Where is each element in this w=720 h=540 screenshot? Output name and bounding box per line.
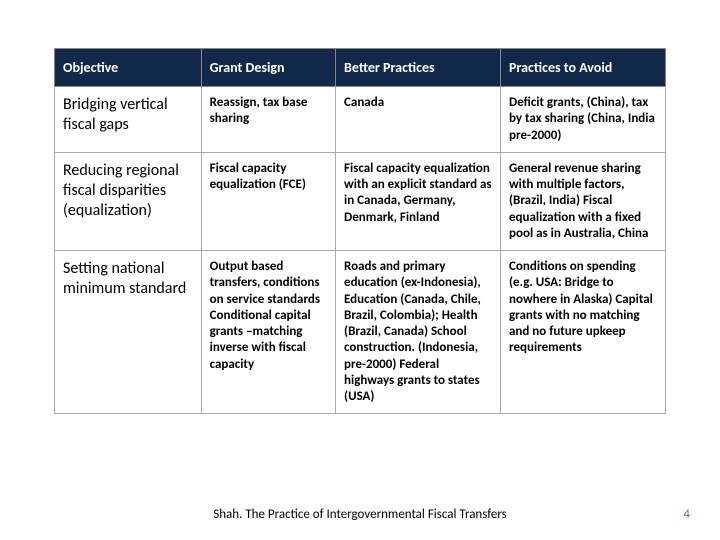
cell-design: Fiscal capacity equalization (FCE) bbox=[201, 152, 335, 250]
table-row: Bridging vertical fiscal gaps Reassign, … bbox=[55, 87, 666, 153]
cell-objective: Reducing regional fiscal disparities (eq… bbox=[55, 152, 202, 250]
cell-objective: Setting national minimum standard bbox=[55, 251, 202, 414]
header-objective: Objective bbox=[55, 49, 202, 87]
cell-better: Canada bbox=[336, 87, 501, 153]
cell-better: Fiscal capacity equalization with an exp… bbox=[336, 152, 501, 250]
table-row: Setting national minimum standard Output… bbox=[55, 251, 666, 414]
table-row: Reducing regional fiscal disparities (eq… bbox=[55, 152, 666, 250]
header-design: Grant Design bbox=[201, 49, 335, 87]
footer-citation: Shah. The Practice of Intergovernmental … bbox=[0, 507, 720, 522]
header-better: Better Practices bbox=[336, 49, 501, 87]
cell-avoid: Deficit grants, (China), tax by tax shar… bbox=[501, 87, 666, 153]
cell-design: Reassign, tax base sharing bbox=[201, 87, 335, 153]
fiscal-transfers-table: Objective Grant Design Better Practices … bbox=[54, 48, 666, 414]
cell-avoid: General revenue sharing with multiple fa… bbox=[501, 152, 666, 250]
cell-objective: Bridging vertical fiscal gaps bbox=[55, 87, 202, 153]
page-number: 4 bbox=[683, 507, 690, 522]
cell-avoid: Conditions on spending (e.g. USA: Bridge… bbox=[501, 251, 666, 414]
table-header-row: Objective Grant Design Better Practices … bbox=[55, 49, 666, 87]
header-avoid: Practices to Avoid bbox=[501, 49, 666, 87]
cell-design: Output based transfers, conditions on se… bbox=[201, 251, 335, 414]
cell-better: Roads and primary education (ex-Indonesi… bbox=[336, 251, 501, 414]
